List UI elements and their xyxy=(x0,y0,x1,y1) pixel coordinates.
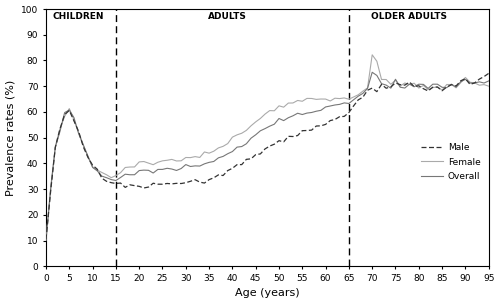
Y-axis label: Prevalence rates (%): Prevalence rates (%) xyxy=(6,80,16,196)
Legend: Male, Female, Overall: Male, Female, Overall xyxy=(417,140,484,185)
X-axis label: Age (years): Age (years) xyxy=(235,288,300,299)
Text: OLDER ADULTS: OLDER ADULTS xyxy=(372,12,448,21)
Text: CHILDREN: CHILDREN xyxy=(53,12,104,21)
Text: ADULTS: ADULTS xyxy=(208,12,247,21)
